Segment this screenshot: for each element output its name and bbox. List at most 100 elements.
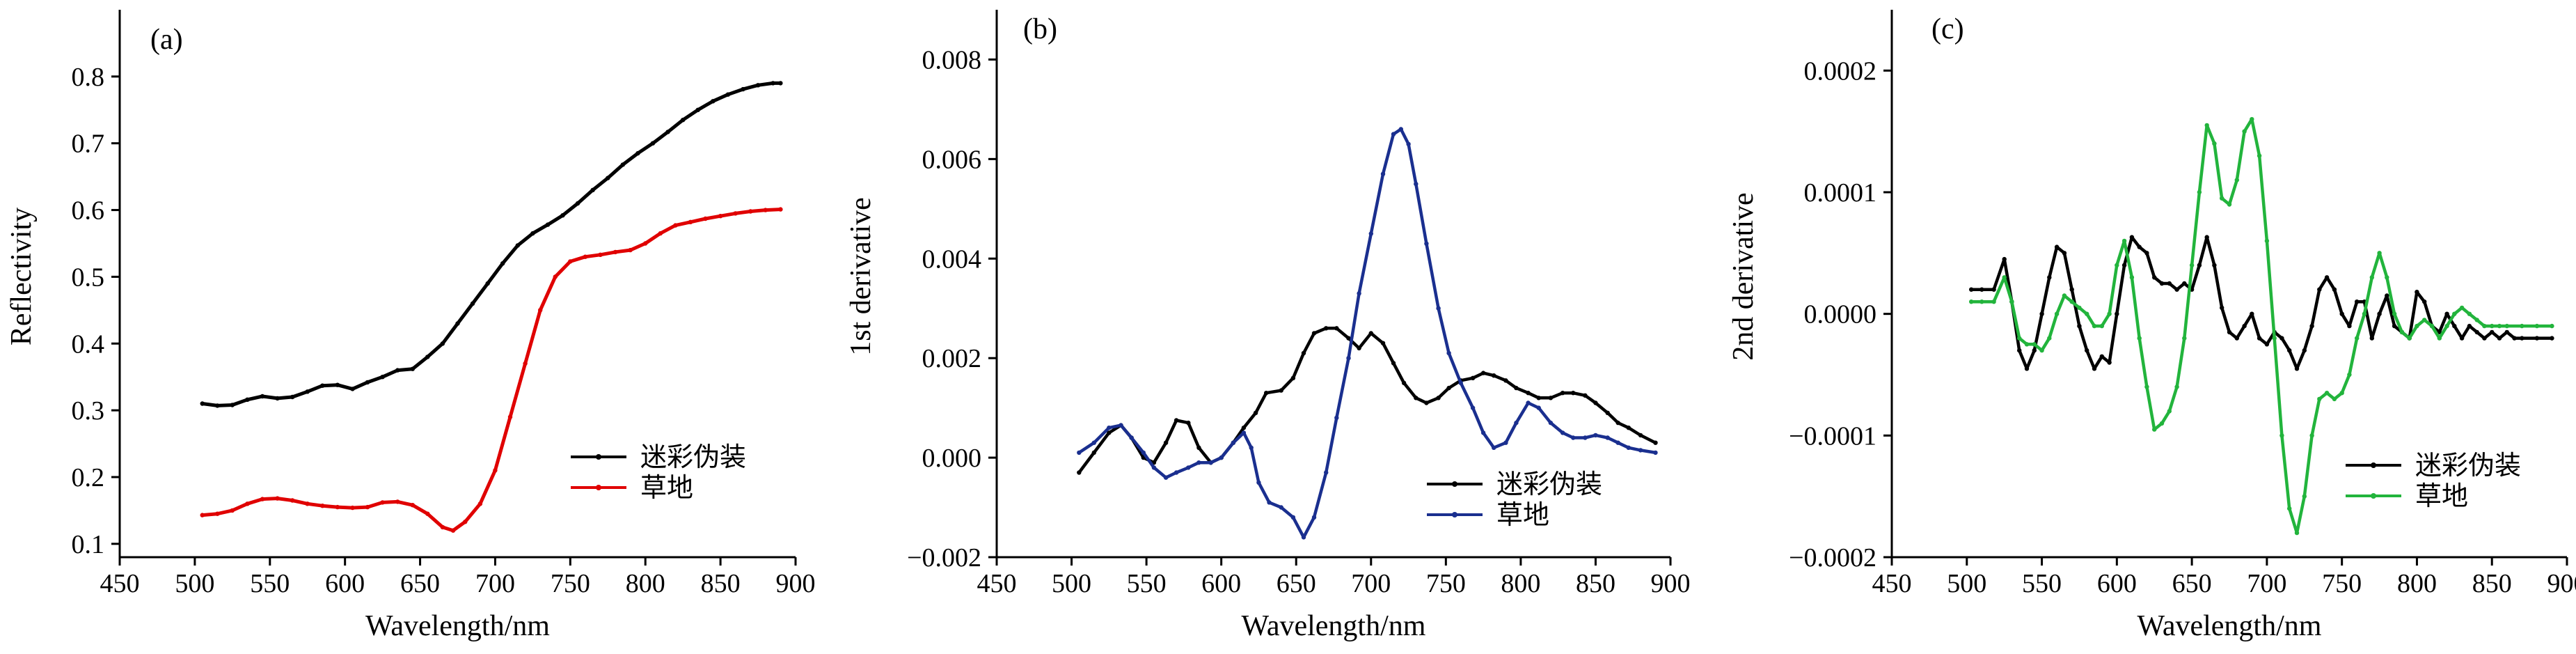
- data-point: [1368, 331, 1374, 336]
- data-point: [395, 499, 400, 504]
- data-point: [1241, 430, 1247, 435]
- data-point: [2054, 311, 2060, 316]
- data-point: [380, 375, 385, 380]
- x-tick-label: 750: [2322, 569, 2362, 598]
- data-point: [2204, 235, 2209, 240]
- legend-marker: [1452, 481, 1457, 487]
- data-point: [2144, 384, 2149, 389]
- data-point: [455, 321, 460, 326]
- data-point: [725, 92, 731, 97]
- data-point: [2512, 336, 2517, 341]
- data-point: [2152, 275, 2157, 280]
- data-point: [2077, 323, 2082, 329]
- x-tick-label: 750: [1426, 569, 1466, 598]
- data-point: [230, 508, 235, 513]
- data-point: [2242, 129, 2247, 134]
- data-point: [335, 382, 340, 387]
- panel-label: (b): [1023, 13, 1057, 45]
- data-point: [1571, 391, 1576, 396]
- data-point: [2437, 336, 2442, 341]
- data-point: [1141, 450, 1146, 456]
- data-point: [1196, 445, 1201, 450]
- data-point: [1492, 373, 1496, 378]
- y-tick-label: −0.0002: [1789, 543, 1876, 573]
- panel-label: (c): [1931, 13, 1964, 45]
- x-tick-label: 850: [2472, 569, 2512, 598]
- data-point: [1605, 435, 1610, 440]
- data-point: [665, 130, 670, 134]
- x-tick-label: 750: [551, 569, 590, 598]
- data-point: [2220, 305, 2225, 311]
- x-tick-label: 600: [1201, 569, 1241, 598]
- data-point: [1470, 405, 1476, 410]
- data-point: [1129, 435, 1134, 440]
- x-tick-label: 650: [2172, 569, 2212, 598]
- y-tick-label: 0.006: [922, 145, 982, 174]
- data-point: [778, 207, 783, 212]
- data-point: [1548, 396, 1554, 400]
- x-tick-label: 850: [701, 569, 741, 598]
- data-point: [1436, 306, 1441, 311]
- data-point: [538, 308, 543, 313]
- data-point: [2437, 329, 2442, 335]
- legend-label: 迷彩伪装: [1496, 469, 1602, 499]
- data-point: [1514, 385, 1519, 391]
- data-point: [200, 401, 205, 406]
- y-tick-label: 0.5: [72, 263, 105, 292]
- data-point: [2062, 293, 2067, 298]
- data-point: [350, 505, 355, 511]
- data-point: [1241, 426, 1247, 430]
- data-point: [1492, 445, 1496, 450]
- data-point: [1119, 423, 1123, 428]
- data-point: [1256, 480, 1261, 485]
- data-point: [1626, 445, 1631, 450]
- data-point: [2212, 141, 2217, 146]
- data-point: [2302, 494, 2307, 499]
- data-point: [1626, 426, 1631, 430]
- data-point: [1653, 440, 1658, 445]
- data-point: [1398, 127, 1404, 132]
- data-point: [1401, 380, 1407, 386]
- data-point: [440, 524, 445, 530]
- y-tick-label: 0.6: [72, 196, 105, 226]
- data-point: [2520, 336, 2524, 341]
- data-point: [2399, 329, 2405, 335]
- data-point: [1536, 396, 1541, 400]
- data-point: [1151, 465, 1157, 470]
- data-point: [2062, 251, 2067, 256]
- data-point: [1334, 415, 1339, 421]
- data-point: [2407, 336, 2412, 341]
- data-point: [1107, 426, 1112, 430]
- data-point: [1980, 299, 1984, 304]
- data-point: [275, 496, 280, 501]
- x-tick-label: 650: [400, 569, 440, 598]
- data-point: [2212, 263, 2217, 267]
- legend-label: 草地: [640, 472, 693, 503]
- data-point: [2287, 348, 2292, 353]
- data-point: [1526, 391, 1531, 396]
- data-point: [2197, 189, 2202, 195]
- data-point: [1091, 440, 1097, 445]
- y-axis-title: 1st derivative: [845, 197, 877, 355]
- data-point: [523, 361, 528, 366]
- data-point: [1548, 420, 1554, 426]
- data-point: [1091, 450, 1097, 456]
- data-point: [1571, 435, 1576, 440]
- data-point: [2047, 275, 2052, 280]
- data-point: [2317, 396, 2322, 402]
- data-point: [688, 219, 693, 224]
- data-point: [2444, 323, 2449, 329]
- data-point: [568, 259, 573, 264]
- data-point: [2467, 323, 2472, 329]
- data-point: [2474, 329, 2479, 335]
- data-point: [410, 366, 415, 371]
- data-point: [2550, 323, 2554, 329]
- legend-marker: [2371, 462, 2376, 468]
- y-tick-label: 0.0001: [1804, 178, 1877, 208]
- data-point: [507, 414, 513, 419]
- data-point: [1231, 440, 1236, 445]
- data-point: [2392, 323, 2397, 329]
- data-point: [1219, 455, 1224, 460]
- data-point: [305, 501, 310, 506]
- data-point: [1077, 450, 1082, 456]
